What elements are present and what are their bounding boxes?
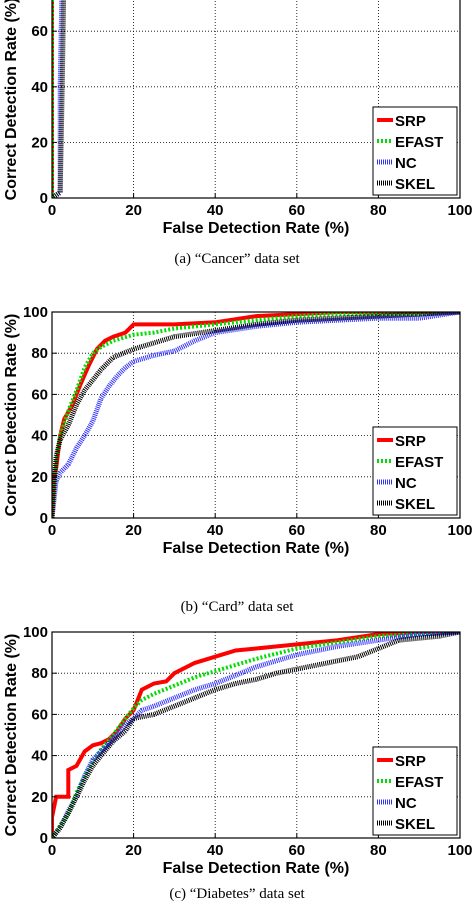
- x-tick-label: 20: [125, 202, 142, 219]
- x-tick-label: 0: [48, 202, 56, 219]
- y-tick-label: 20: [31, 134, 48, 151]
- x-tick-label: 40: [207, 522, 224, 539]
- legend-label-skel: SKEL: [395, 816, 435, 833]
- x-tick-label: 60: [288, 522, 305, 539]
- axes-frame: [51, 0, 461, 199]
- y-tick-label: 80: [31, 345, 48, 362]
- y-tick-label: 80: [31, 665, 48, 682]
- legend: SRP EFAST NC SKEL: [372, 426, 458, 516]
- y-axis-label: Correct Detection Rate (%): [3, 634, 20, 837]
- x-tick-label: 80: [370, 202, 387, 219]
- y-axis-label: Correct Detection Rate (%): [3, 314, 20, 517]
- y-axis-label: Correct Detection Rate (%): [3, 0, 20, 200]
- legend-label-srp: SRP: [395, 753, 426, 770]
- x-tick-label: 0: [48, 522, 56, 539]
- x-tick-label: 20: [125, 522, 142, 539]
- y-tick-label: 0: [40, 830, 48, 847]
- x-tick-label: 0: [48, 842, 56, 859]
- y-tick-label: 0: [40, 190, 48, 207]
- legend: SRP EFAST NC SKEL: [372, 106, 458, 196]
- legend-label-skel: SKEL: [395, 496, 435, 513]
- legend-label-skel: SKEL: [395, 176, 435, 193]
- y-tick-label: 60: [31, 23, 48, 40]
- x-tick-label: 80: [370, 842, 387, 859]
- y-tick-label: 40: [31, 79, 48, 96]
- x-tick-label: 40: [207, 842, 224, 859]
- x-tick-label: 100: [447, 522, 472, 539]
- y-tick-label: 0: [40, 510, 48, 527]
- series-skel-line: [52, 0, 67, 198]
- legend-label-srp: SRP: [395, 433, 426, 450]
- y-tick-label: 60: [31, 706, 48, 723]
- y-tick-label: 40: [31, 748, 48, 765]
- x-axis-label: False Detection Rate (%): [163, 540, 350, 557]
- series-efast-line: [52, 312, 460, 518]
- legend: SRP EFAST NC SKEL: [372, 746, 458, 836]
- legend-label-srp: SRP: [395, 113, 426, 130]
- y-tick-label: 60: [31, 386, 48, 403]
- y-tick-label: 40: [31, 428, 48, 445]
- series-nc-line: [52, 312, 460, 518]
- chart-panel-3: 0 20 40 60 80 100 0 20 40 60 80 100 False Detection …: [3, 624, 472, 902]
- x-tick-label: 80: [370, 522, 387, 539]
- y-tick-label: 20: [31, 469, 48, 486]
- x-tick-label: 60: [288, 842, 305, 859]
- chart-panel-2: 0 20 40 60 80 100 0 20 40 60 80 100 False Detection …: [3, 304, 472, 615]
- legend-label-nc: NC: [395, 475, 417, 492]
- panel-caption: (a) “Cancer” data set: [174, 251, 300, 267]
- axes-frame: [51, 311, 461, 519]
- series-srp-line: [52, 312, 460, 518]
- x-tick-label: 20: [125, 842, 142, 859]
- chart-panel-1: 020406080100020406080False Detection Rat…: [3, 0, 473, 267]
- x-tick-label: 60: [288, 202, 305, 219]
- legend-label-efast: EFAST: [395, 454, 443, 471]
- panel-caption: (c) “Diabetes” data set: [169, 886, 305, 902]
- axes-frame: [51, 631, 461, 839]
- legend-label-nc: NC: [395, 795, 417, 812]
- legend-label-efast: EFAST: [395, 774, 443, 791]
- x-tick-label: 40: [207, 202, 224, 219]
- y-tick-label: 20: [31, 789, 48, 806]
- x-axis-label: False Detection Rate (%): [163, 860, 350, 877]
- x-tick-label: 100: [447, 202, 472, 219]
- y-tick-label: 100: [23, 304, 48, 321]
- legend-label-efast: EFAST: [395, 134, 443, 151]
- x-tick-label: 100: [447, 842, 472, 859]
- y-tick-label: 100: [23, 624, 48, 641]
- series-skel-line: [52, 312, 460, 518]
- panel-caption: (b) “Card” data set: [181, 599, 295, 615]
- x-axis-label: False Detection Rate (%): [163, 220, 350, 237]
- legend-label-nc: NC: [395, 155, 417, 172]
